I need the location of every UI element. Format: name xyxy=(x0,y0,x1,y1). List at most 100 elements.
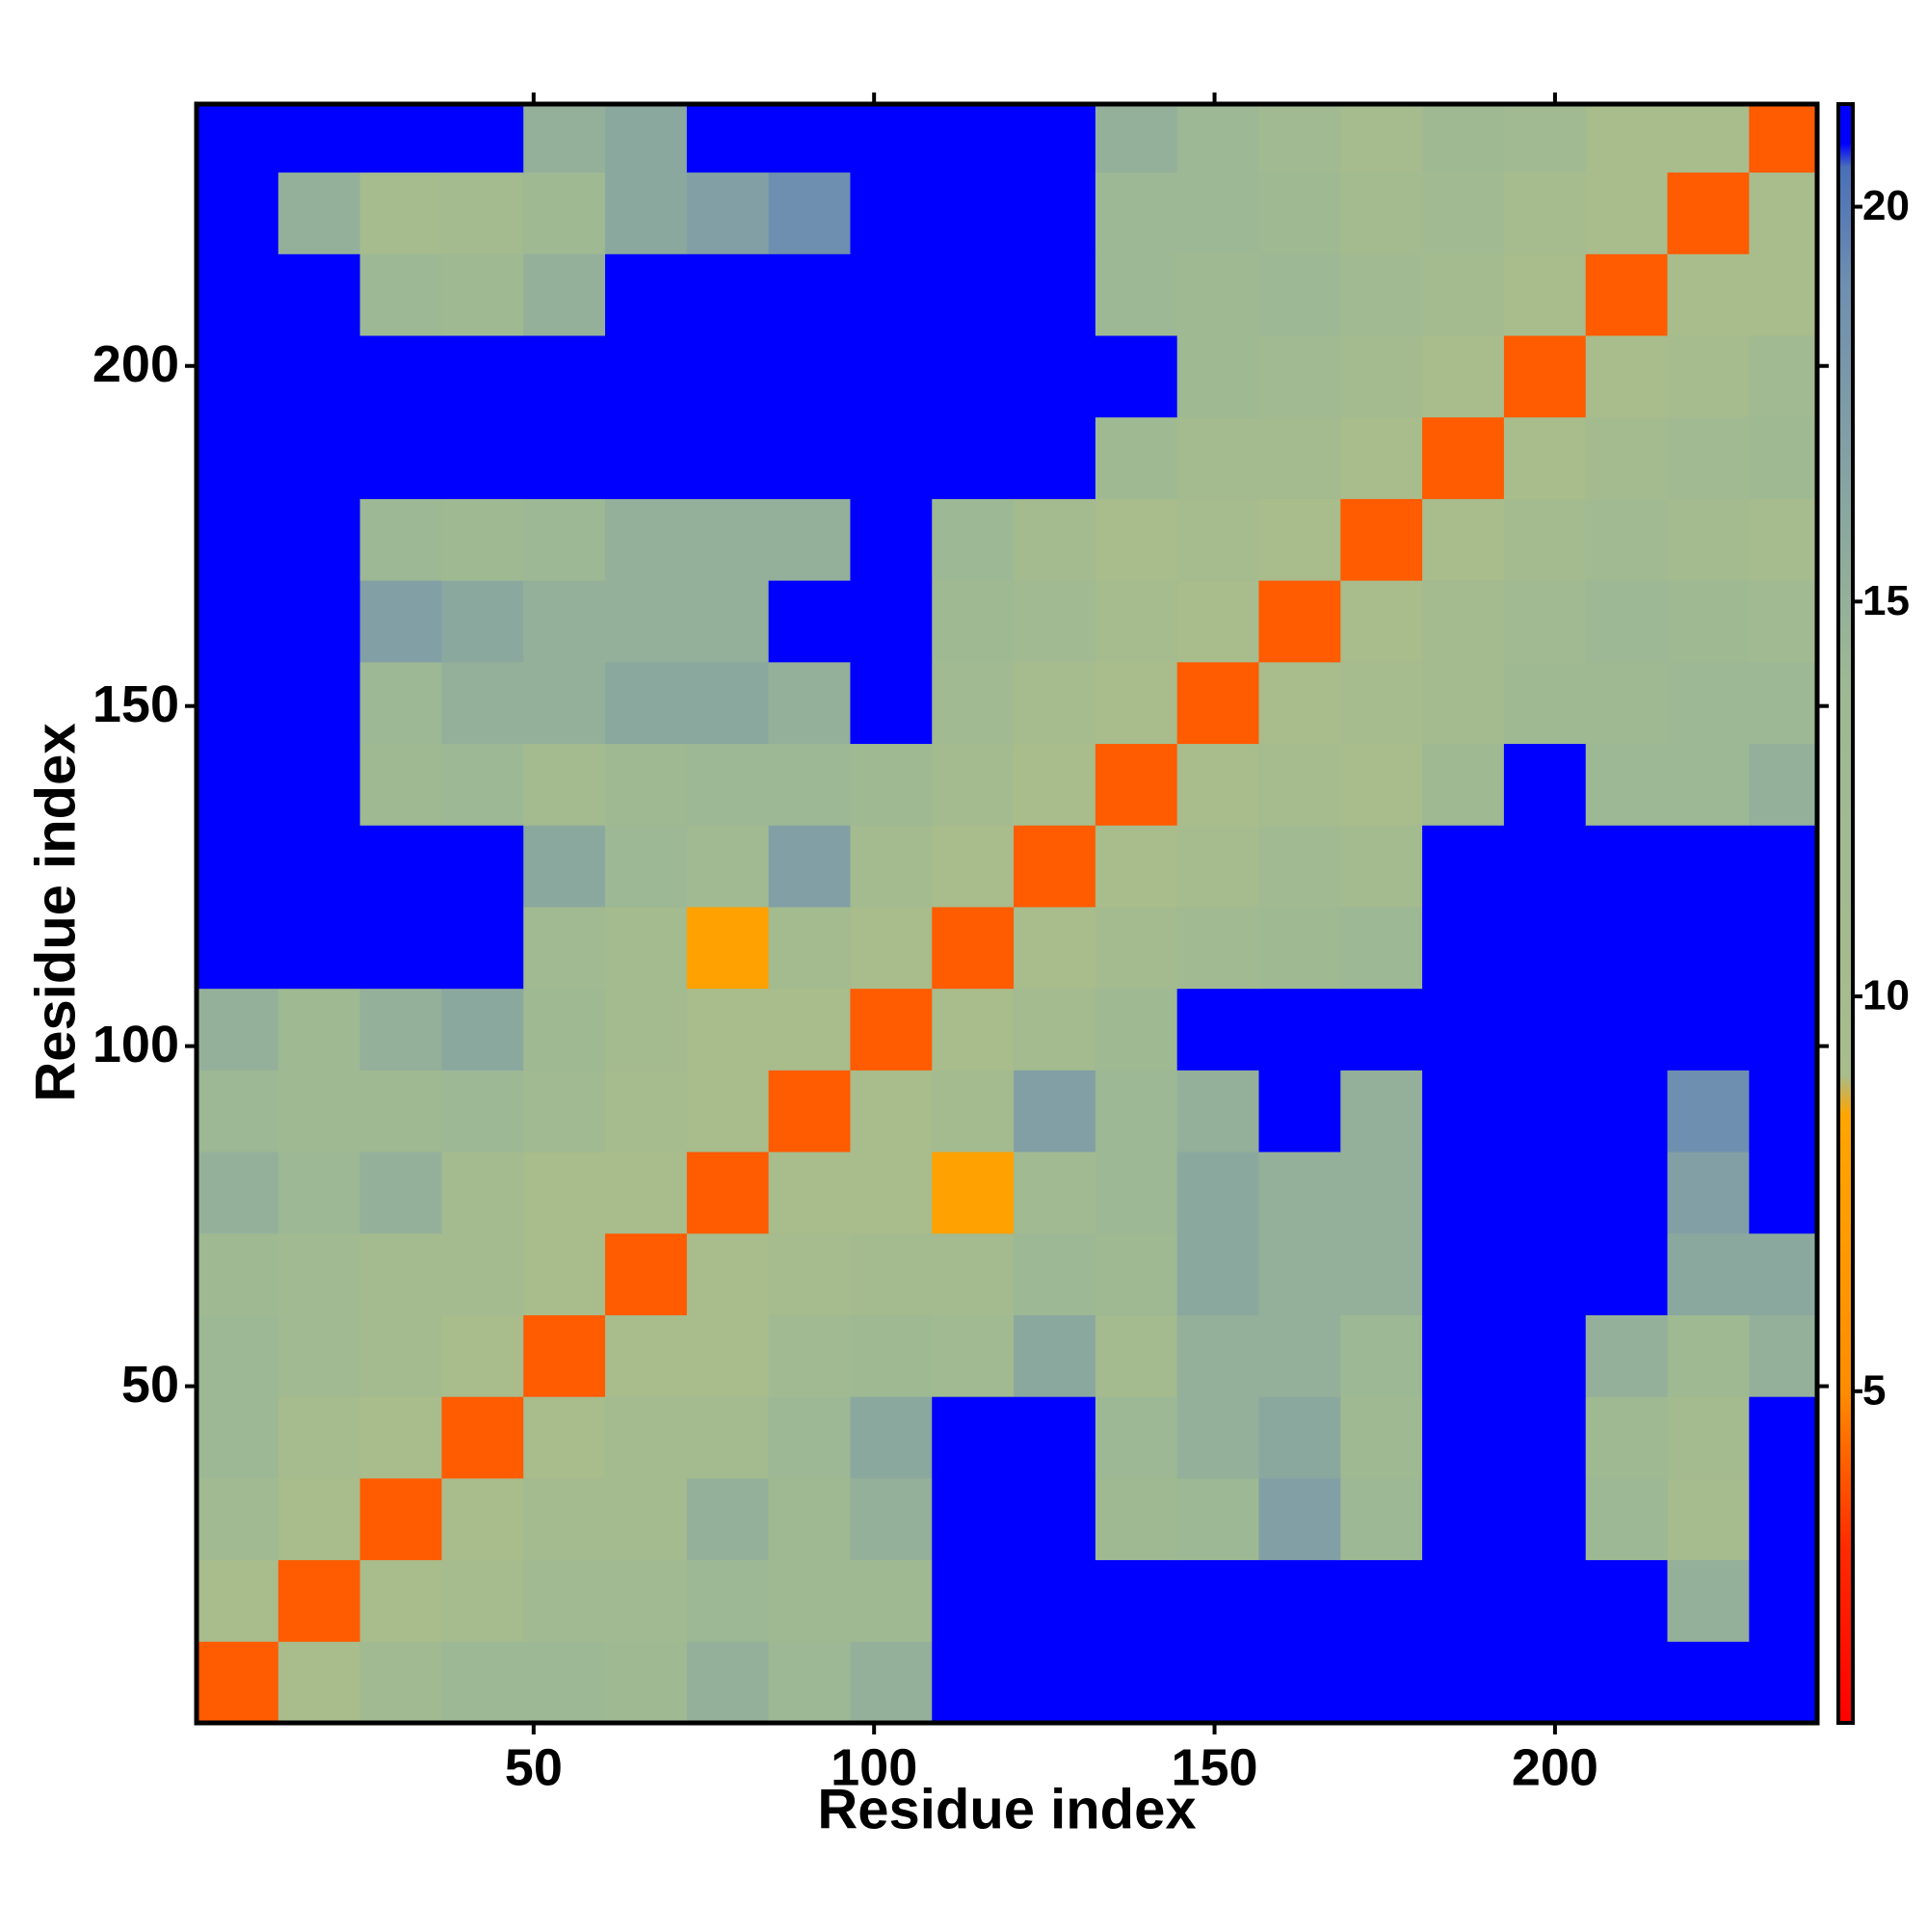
heatmap-cell xyxy=(197,498,279,581)
heatmap-cell xyxy=(605,825,688,908)
heatmap-cell xyxy=(1667,1396,1750,1479)
heatmap-cell xyxy=(1014,1641,1096,1723)
heatmap-cell xyxy=(932,825,1015,908)
heatmap-cell xyxy=(686,1070,770,1152)
heatmap-cell xyxy=(850,416,933,499)
heatmap-cell xyxy=(1014,661,1096,745)
heatmap-cell xyxy=(1667,335,1750,418)
heatmap-cell xyxy=(850,661,933,745)
heatmap-cell xyxy=(197,988,279,1071)
heatmap-cell xyxy=(932,1559,1015,1642)
heatmap-cell xyxy=(277,825,361,908)
heatmap-cell xyxy=(686,1641,770,1723)
x-tick-label: 200 xyxy=(1512,1738,1598,1796)
heatmap-cell xyxy=(1749,1559,1817,1642)
heatmap-cell xyxy=(1503,335,1587,418)
colorbar-tick-label: 15 xyxy=(1862,577,1910,624)
heatmap-cell xyxy=(1749,1396,1817,1479)
heatmap-cell xyxy=(441,1232,524,1315)
heatmap-cell xyxy=(768,580,851,663)
heatmap-cell xyxy=(441,906,524,990)
heatmap-cell xyxy=(523,906,606,990)
heatmap-cell xyxy=(1258,104,1341,173)
heatmap-cell xyxy=(686,172,770,254)
heatmap-cell xyxy=(1176,1396,1259,1479)
heatmap-cell xyxy=(850,335,933,418)
heatmap-cell xyxy=(1176,1070,1259,1152)
heatmap-cell xyxy=(441,580,524,663)
heatmap-cell xyxy=(1095,906,1178,990)
heatmap-cell xyxy=(441,988,524,1071)
heatmap-cell xyxy=(1749,498,1817,581)
heatmap-cell xyxy=(768,172,851,254)
heatmap-cell xyxy=(523,743,606,826)
heatmap-cell xyxy=(359,825,442,908)
heatmap-cell xyxy=(1176,825,1259,908)
heatmap-cell xyxy=(1258,1559,1341,1642)
heatmap-cell xyxy=(605,1396,688,1479)
colorbar-tick-label: 10 xyxy=(1862,972,1910,1019)
heatmap-cell xyxy=(1503,1641,1587,1723)
heatmap-cell xyxy=(850,906,933,990)
heatmap-cell xyxy=(686,1396,770,1479)
heatmap-cell xyxy=(686,580,770,663)
heatmap-cell xyxy=(932,988,1015,1071)
heatmap-cell xyxy=(686,906,770,990)
heatmap-cell xyxy=(1258,580,1341,663)
heatmap-cell xyxy=(1585,906,1669,990)
heatmap-cell xyxy=(1176,1151,1259,1234)
x-tick-label: 100 xyxy=(831,1738,917,1796)
heatmap-cell xyxy=(1340,906,1423,990)
heatmap-cell xyxy=(1749,825,1817,908)
heatmap-cell xyxy=(768,104,851,173)
heatmap-cell xyxy=(1749,1232,1817,1315)
heatmap-cell xyxy=(605,1314,688,1397)
heatmap-cell xyxy=(1422,1314,1505,1397)
heatmap-cell xyxy=(1503,661,1587,745)
x-tick-label: 150 xyxy=(1171,1738,1257,1796)
heatmap-cell xyxy=(1014,1559,1096,1642)
heatmap-cell xyxy=(523,1641,606,1723)
heatmap-cell xyxy=(197,743,279,826)
heatmap-cell xyxy=(441,1559,524,1642)
heatmap-cell xyxy=(1422,1070,1505,1152)
heatmap-cell xyxy=(1176,580,1259,663)
heatmap-cell xyxy=(1667,1641,1750,1723)
heatmap-cell xyxy=(1422,1477,1505,1561)
heatmap-cell xyxy=(523,253,606,336)
heatmap-cell xyxy=(359,1477,442,1561)
heatmap-cell xyxy=(850,172,933,254)
heatmap-cell xyxy=(768,498,851,581)
heatmap-cell xyxy=(1176,743,1259,826)
heatmap-cell xyxy=(1095,580,1178,663)
heatmap-cell xyxy=(850,1232,933,1315)
heatmap-cell xyxy=(1503,743,1587,826)
heatmap-cell xyxy=(1422,1559,1505,1642)
heatmap-cell xyxy=(932,1070,1015,1152)
heatmap-cell xyxy=(1176,416,1259,499)
heatmap-cell xyxy=(1585,1641,1669,1723)
heatmap-cell xyxy=(850,498,933,581)
heatmap-cell xyxy=(932,172,1015,254)
heatmap-cell xyxy=(441,743,524,826)
heatmap-cell xyxy=(1258,416,1341,499)
heatmap-cell xyxy=(277,104,361,173)
heatmap-cell xyxy=(605,335,688,418)
heatmap-cell xyxy=(277,1477,361,1561)
heatmap-cell xyxy=(1667,253,1750,336)
heatmap-cell xyxy=(1340,1151,1423,1234)
heatmap-cell xyxy=(1095,1070,1178,1152)
heatmap-cell xyxy=(768,335,851,418)
heatmap-cell xyxy=(1503,104,1587,173)
heatmap-cell xyxy=(932,1641,1015,1723)
heatmap-cell xyxy=(523,825,606,908)
heatmap-cell xyxy=(1749,1314,1817,1397)
heatmap-cell xyxy=(932,335,1015,418)
heatmap-cell xyxy=(1585,825,1669,908)
heatmap-cell xyxy=(1095,1641,1178,1723)
heatmap-cell xyxy=(1176,335,1259,418)
heatmap-cell xyxy=(1258,1477,1341,1561)
heatmap-cell xyxy=(1667,580,1750,663)
heatmap-cell xyxy=(1422,335,1505,418)
heatmap-cell xyxy=(1340,1559,1423,1642)
